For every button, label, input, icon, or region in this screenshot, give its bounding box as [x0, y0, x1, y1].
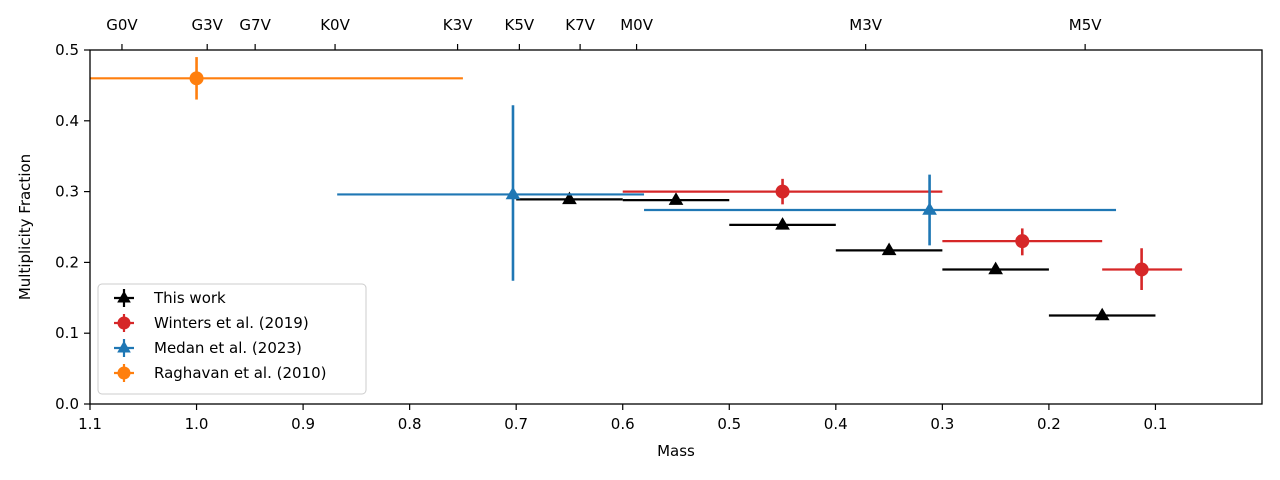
- data-point: [189, 71, 204, 86]
- left-axis: 0.0 0.1 0.2 0.3 0.4 0.5: [55, 41, 90, 413]
- x-tick-label: 1.1: [78, 415, 102, 433]
- legend-label: Medan et al. (2023): [154, 339, 302, 357]
- x-tick-label: 1.0: [185, 415, 209, 433]
- x-tick-label: 0.5: [717, 415, 741, 433]
- top-axis: G0V G3V G7V K0V K3V K5V K7V M0V M3V M5V: [106, 16, 1102, 50]
- spectral-type-label: K0V: [320, 16, 350, 34]
- spectral-type-label: K3V: [443, 16, 473, 34]
- spectral-type-label: M3V: [849, 16, 882, 34]
- legend-marker: [117, 366, 131, 380]
- legend-item: Medan et al. (2023): [114, 339, 302, 357]
- y-tick-label: 0.2: [55, 253, 79, 271]
- data-point: [505, 186, 521, 200]
- series-raghavan-et-al-2010: [90, 57, 463, 100]
- x-axis-title: Mass: [657, 442, 695, 460]
- series-winters-et-al-2019: [622, 178, 1183, 291]
- series-medan-et-al-2023: [337, 105, 1117, 281]
- legend-marker: [117, 340, 131, 353]
- data-point: [562, 191, 577, 205]
- spectral-type-label: G0V: [106, 16, 138, 34]
- legend-label: Raghavan et al. (2010): [154, 364, 327, 382]
- x-tick-label: 0.1: [1144, 415, 1168, 433]
- data-point: [1094, 307, 1110, 321]
- spectral-type-label: M0V: [620, 16, 653, 34]
- y-tick-label: 0.5: [55, 41, 79, 59]
- data-point: [1134, 262, 1149, 277]
- data-point: [775, 217, 790, 230]
- legend: This work Winters et al. (2019) Medan et a…: [97, 283, 367, 395]
- data-point: [668, 192, 684, 205]
- legend-label: This work: [153, 289, 226, 307]
- series-layer: [90, 57, 1183, 321]
- legend-box: [97, 283, 367, 395]
- series-this-work: [516, 191, 1156, 321]
- data-point: [988, 261, 1003, 275]
- legend-marker: [117, 290, 131, 303]
- legend-marker: [117, 316, 131, 330]
- x-tick-label: 0.6: [611, 415, 635, 433]
- x-tick-label: 0.8: [398, 415, 422, 433]
- data-point: [1015, 234, 1030, 249]
- spectral-type-label: K7V: [565, 16, 595, 34]
- spectral-type-label: M5V: [1069, 16, 1102, 34]
- y-tick-label: 0.0: [55, 395, 79, 413]
- spectral-type-label: G7V: [239, 16, 271, 34]
- legend-item: Raghavan et al. (2010): [114, 364, 327, 382]
- y-tick-label: 0.1: [55, 324, 79, 342]
- x-tick-label: 0.4: [824, 415, 848, 433]
- legend-item: Winters et al. (2019): [114, 314, 309, 332]
- legend-item: This work: [114, 289, 226, 307]
- spectral-type-label: G3V: [191, 16, 223, 34]
- x-tick-label: 0.9: [291, 415, 315, 433]
- data-point: [922, 202, 937, 215]
- y-tick-label: 0.3: [55, 183, 79, 201]
- plot-frame: [89, 49, 1263, 405]
- x-tick-label: 0.7: [504, 415, 528, 433]
- spectral-type-label: K5V: [505, 16, 535, 34]
- y-tick-label: 0.4: [55, 112, 79, 130]
- x-tick-label: 0.3: [930, 415, 954, 433]
- data-point: [881, 242, 897, 256]
- x-tick-label: 0.2: [1037, 415, 1061, 433]
- legend-label: Winters et al. (2019): [154, 314, 309, 332]
- bottom-axis: 1.1 1.0 0.9 0.8 0.7 0.6 0.5 0.4 0.3 0.2 0.1: [78, 404, 1167, 433]
- data-point: [775, 184, 790, 199]
- y-axis-title: Multiplicity Fraction: [16, 154, 34, 300]
